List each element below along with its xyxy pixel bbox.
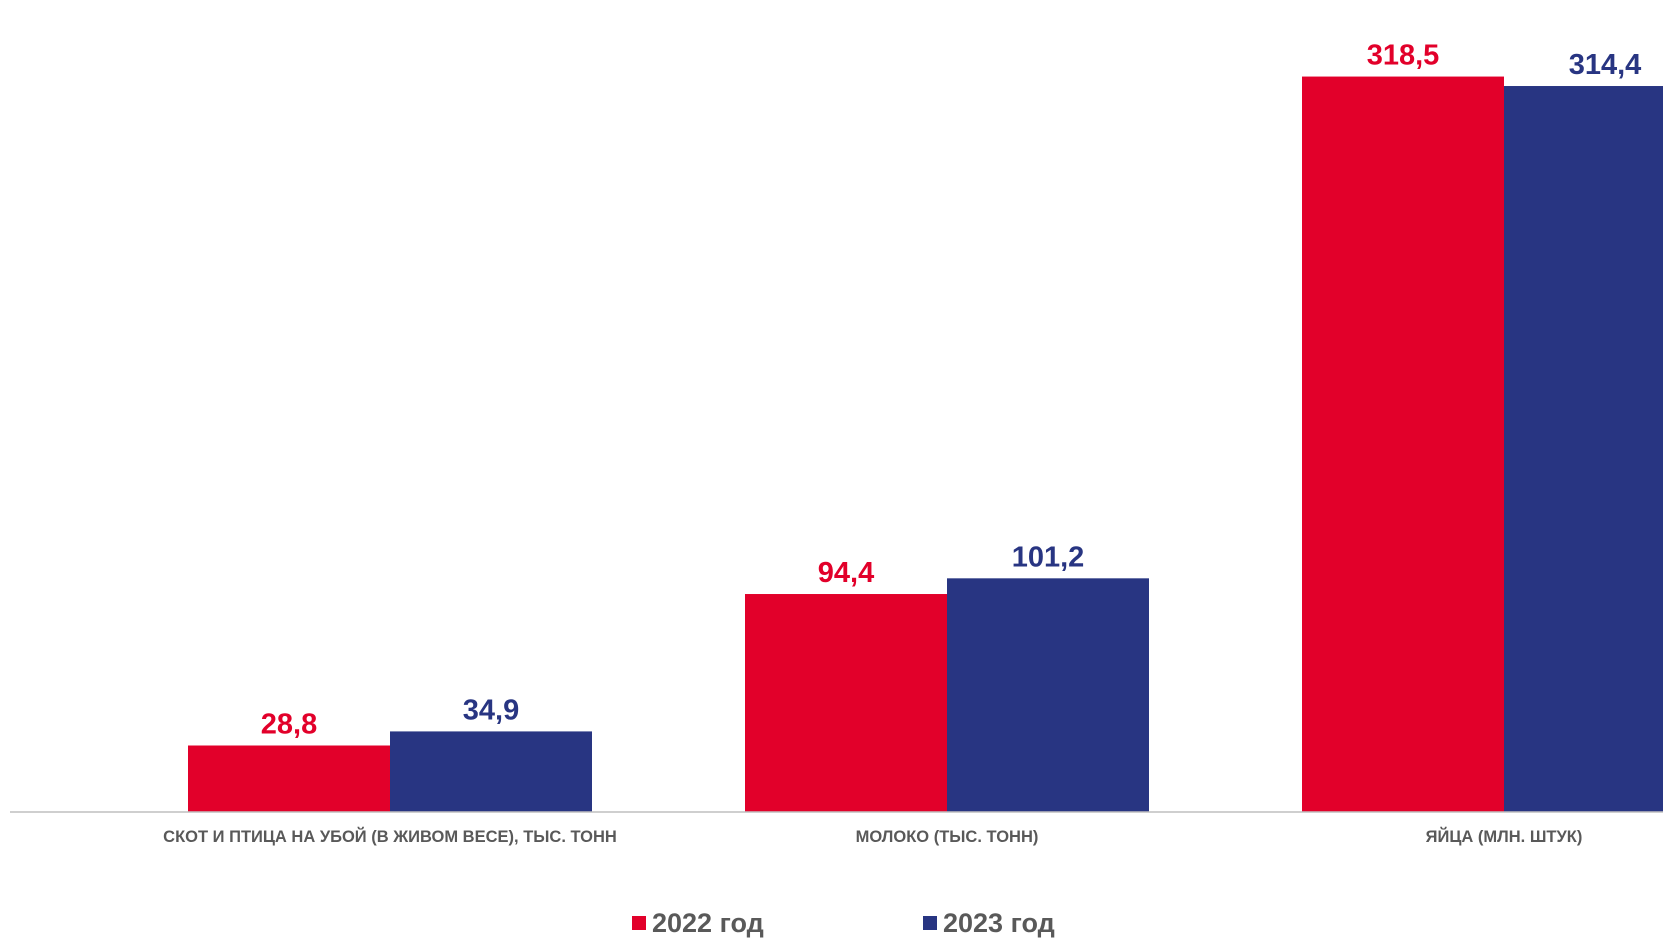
value-label-2023-cat-2: 314,4 [1569, 49, 1642, 81]
bar-2023-cat-2 [1504, 86, 1663, 812]
category-labels-group: СКОТ И ПТИЦА НА УБОЙ (В ЖИВОМ ВЕСЕ), ТЫС… [163, 827, 1582, 846]
bar-2023-cat-1 [947, 578, 1149, 812]
value-label-2022-cat-0: 28,8 [261, 708, 317, 740]
value-label-2022-cat-1: 94,4 [818, 557, 874, 589]
category-label-2: ЯЙЦА (МЛН. ШТУК) [1426, 827, 1583, 846]
legend-item-2022: 2022 год [632, 908, 764, 938]
legend-label-2022: 2022 год [652, 908, 764, 938]
value-label-2022-cat-2: 318,5 [1367, 40, 1440, 72]
bars-group [188, 76, 1663, 812]
value-label-2023-cat-1: 101,2 [1012, 541, 1085, 573]
legend-swatch-2022 [632, 916, 646, 930]
legend-swatch-2023 [923, 916, 937, 930]
category-label-1: МОЛОКО (ТЫС. ТОНН) [856, 828, 1039, 846]
legend-item-2023: 2023 год [923, 908, 1055, 938]
bar-2023-cat-0 [390, 731, 592, 812]
value-labels-group: 28,8 34,9 94,4 101,2 318,5 314,4 [261, 40, 1642, 741]
legend-label-2023: 2023 год [943, 908, 1055, 938]
bar-chart: 28,8 34,9 94,4 101,2 318,5 314,4 СКОТ И ПТИЦА… [10, 40, 1663, 846]
category-label-0: СКОТ И ПТИЦА НА УБОЙ (В ЖИВОМ ВЕСЕ), ТЫС… [163, 827, 617, 846]
bar-2022-cat-1 [745, 594, 947, 812]
legend: 2022 год 2023 год [0, 908, 1663, 938]
bar-2022-cat-0 [188, 745, 390, 812]
value-label-2023-cat-0: 34,9 [463, 694, 519, 726]
bar-2022-cat-2 [1302, 76, 1504, 812]
